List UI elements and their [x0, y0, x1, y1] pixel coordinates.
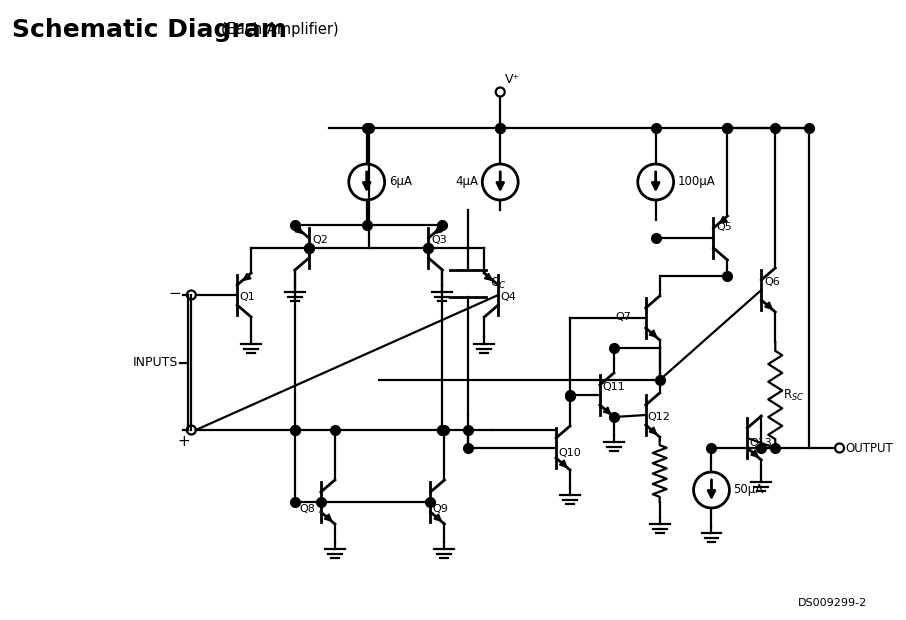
Text: 6µA: 6µA	[389, 175, 411, 188]
Text: R$_{SC}$: R$_{SC}$	[783, 388, 805, 402]
Text: Q9: Q9	[432, 504, 448, 514]
Text: Q2: Q2	[312, 235, 328, 245]
Text: 100µA: 100µA	[678, 175, 716, 188]
Text: Q4: Q4	[500, 292, 516, 302]
Text: V⁺: V⁺	[506, 73, 520, 86]
Text: Q10: Q10	[558, 448, 581, 458]
Text: Q3: Q3	[431, 235, 448, 245]
Text: Q6: Q6	[765, 277, 780, 287]
Text: 4µA: 4µA	[456, 175, 478, 188]
Text: DS009299-2: DS009299-2	[797, 598, 867, 608]
Text: +: +	[177, 435, 189, 449]
Text: OUTPUT: OUTPUT	[845, 441, 893, 454]
Text: Q11: Q11	[602, 382, 624, 392]
Text: Q13: Q13	[749, 438, 772, 448]
Text: C$_C$: C$_C$	[490, 276, 507, 291]
Text: 50µA: 50µA	[734, 484, 764, 497]
Text: (Each Amplifier): (Each Amplifier)	[221, 22, 339, 37]
Text: Q1: Q1	[239, 292, 255, 302]
Text: Schematic Diagram: Schematic Diagram	[12, 18, 287, 42]
Text: Q5: Q5	[717, 222, 732, 232]
Text: Q8: Q8	[299, 504, 314, 514]
Text: Q7: Q7	[616, 312, 631, 322]
Text: Q12: Q12	[648, 412, 670, 422]
Text: −: −	[169, 285, 181, 301]
Text: INPUTS: INPUTS	[133, 356, 178, 369]
